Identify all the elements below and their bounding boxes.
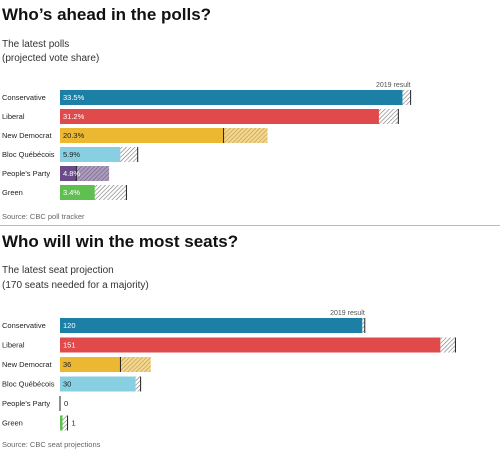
seats-reference-hatch-liberal <box>440 337 456 353</box>
polls-bar-conservative <box>60 90 403 105</box>
seats-reference-label: 2019 result <box>330 310 365 317</box>
polls-category-label-new-democrat: New Democrat <box>2 131 53 140</box>
seats-category-label-people-s-party: People's Party <box>2 399 50 408</box>
polls-subtitle-line-2: (projected vote share) <box>2 53 100 64</box>
seats-source: Source: CBC seat projections <box>2 440 101 449</box>
polls-reference-hatch-new-democrat <box>223 128 268 143</box>
seats-value-label-new-democrat: 36 <box>63 360 71 369</box>
polls-bar-green <box>60 185 95 200</box>
polls-value-label-bloc-qu-b-cois: 5.9% <box>63 150 80 159</box>
polls-bar-new-democrat <box>60 128 268 143</box>
seats-title: Who will win the most seats? <box>2 232 239 251</box>
seats-category-label-conservative: Conservative <box>2 321 46 330</box>
seats-value-label-bloc-qu-b-cois: 30 <box>63 380 71 389</box>
polls-category-label-green: Green <box>2 188 23 197</box>
seats-category-label-liberal: Liberal <box>2 341 25 350</box>
polls-value-label-liberal: 31.2% <box>63 112 85 121</box>
seats-bar-green <box>60 415 63 431</box>
polls-source: Source: CBC poll tracker <box>2 212 85 221</box>
seats-category-label-new-democrat: New Democrat <box>2 360 53 369</box>
polls-reference-hatch-green <box>94 185 127 200</box>
polls-bar-bloc-qu-b-cois <box>60 147 121 162</box>
seats-category-label-bloc-qu-b-cois: Bloc Québécois <box>2 380 55 389</box>
seats-bar-liberal <box>60 337 441 353</box>
seats-bar-chart: Conservative 120 2019 result Liberal 151 New … <box>2 310 456 431</box>
polls-bar-liberal <box>60 109 379 124</box>
polls-title: Who’s ahead in the polls? <box>2 5 212 24</box>
polls-value-label-people-s-party: 4.8% <box>63 169 80 178</box>
seats-subtitle-line-2: (170 seats needed for a majority) <box>2 280 149 291</box>
polls-category-label-conservative: Conservative <box>2 93 46 102</box>
polls-reference-hatch-conservative <box>402 90 411 105</box>
polls-reference-hatch-people-s-party <box>76 166 110 181</box>
seats-value-label-people-s-party: 0 <box>64 399 68 408</box>
seats-category-label-green: Green <box>2 419 23 428</box>
polls-reference-hatch-liberal <box>378 109 399 124</box>
polls-value-label-conservative: 33.5% <box>63 93 85 102</box>
section-divider <box>0 225 500 226</box>
seats-section: Who will win the most seats? The latest … <box>0 224 500 451</box>
seats-bar-conservative <box>60 318 363 333</box>
seats-reference-hatch-conservative <box>362 318 365 333</box>
seats-subtitle-line-1: The latest seat projection <box>2 265 114 276</box>
seats-reference-hatch-bloc-qu-b-cois <box>135 376 141 392</box>
polls-reference-label: 2019 result <box>376 82 411 89</box>
polls-category-label-people-s-party: People's Party <box>2 169 50 178</box>
polls-bar-chart: Conservative 33.5% 2019 result Liberal 31.2%… <box>2 82 412 200</box>
polls-value-label-new-democrat: 20.3% <box>63 131 85 140</box>
seats-reference-hatch-green <box>62 415 68 431</box>
polls-reference-hatch-bloc-qu-b-cois <box>120 147 138 162</box>
polls-section: Who’s ahead in the polls? The latest pol… <box>0 0 500 224</box>
polls-category-label-bloc-qu-b-cois: Bloc Québécois <box>2 150 55 159</box>
seats-bar-bloc-qu-b-cois <box>60 376 136 392</box>
seats-reference-hatch-new-democrat <box>120 357 151 372</box>
polls-subtitle-line-1: The latest polls <box>2 39 70 50</box>
polls-category-label-liberal: Liberal <box>2 112 25 121</box>
seats-value-label-conservative: 120 <box>63 321 76 330</box>
polls-value-label-green: 3.4% <box>63 188 80 197</box>
seats-value-label-green: 1 <box>72 419 76 428</box>
seats-value-label-liberal: 151 <box>63 341 76 350</box>
